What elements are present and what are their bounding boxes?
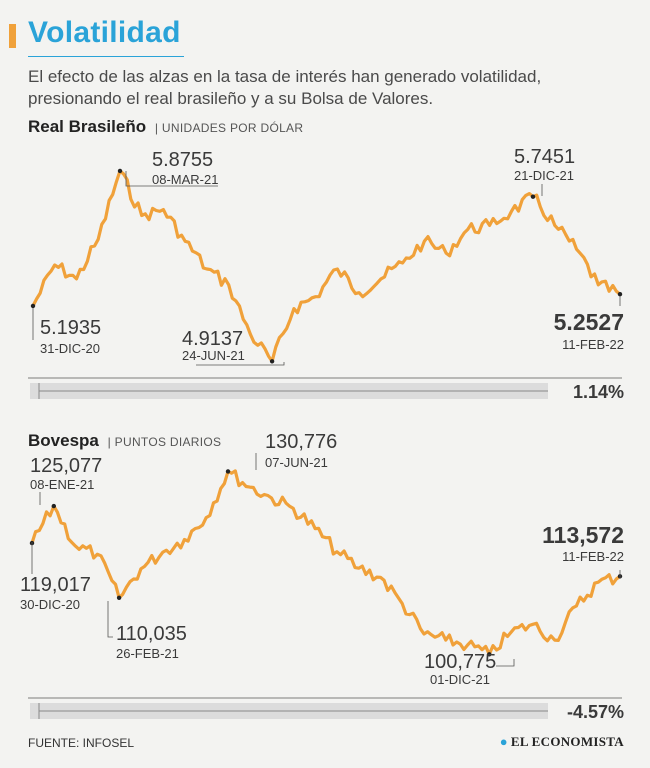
real-point-marker xyxy=(530,194,536,199)
bovespa-annotation-value: 119,017 xyxy=(20,574,91,596)
brand-name: EL ECONOMISTA xyxy=(510,734,624,749)
page-title: Volatilidad xyxy=(28,16,181,49)
real-annotation-date: 21-DIC-21 xyxy=(514,168,574,183)
bovespa-annotation-value: 100,775 xyxy=(424,651,496,673)
bovespa-point-marker xyxy=(116,595,122,600)
bovespa-change-value: -4.57% xyxy=(567,702,624,722)
bovespa-annotation-value: 113,572 xyxy=(542,522,624,548)
real-series-line xyxy=(31,169,622,363)
real-annotation-date: 11-FEB-22 xyxy=(562,337,624,352)
page-subtitle: El efecto de las alzas en la tasa de int… xyxy=(28,67,542,108)
bovespa-point-marker xyxy=(51,503,56,509)
real-chart-title: Real Brasileño xyxy=(28,117,147,136)
bovespa-series-line xyxy=(30,469,622,656)
bovespa-chart-title: Bovespa xyxy=(28,431,99,450)
real-chart-unit: | UNIDADES POR DÓLAR xyxy=(154,121,304,135)
bovespa-point-marker xyxy=(225,469,231,474)
bovespa-section-heading: Bovespa | PUNTOS DIARIOS xyxy=(28,431,221,451)
brand-dot-icon: ● xyxy=(499,734,508,749)
bovespa-annotation-leader xyxy=(496,659,515,667)
real-point-marker xyxy=(269,359,275,364)
real-change-value: 1.14% xyxy=(573,382,624,402)
real-annotation-value: 5.8755 xyxy=(152,149,213,171)
real-annotation-value: 5.1935 xyxy=(40,317,101,339)
bovespa-annotation-date: 11-FEB-22 xyxy=(562,549,624,564)
bovespa-chart-unit: | PUNTOS DIARIOS xyxy=(107,435,222,449)
bovespa-annotation-date: 26-FEB-21 xyxy=(116,646,179,661)
real-annotation-date: 31-DIC-20 xyxy=(40,341,100,356)
bovespa-annotation-date: 08-ENE-21 xyxy=(30,477,94,492)
real-annotation-value: 5.7451 xyxy=(514,146,575,168)
real-unit-text: UNIDADES POR DÓLAR xyxy=(161,121,304,135)
bovespa-annotation-leader xyxy=(107,601,113,638)
real-annotation-value: 4.9137 xyxy=(182,328,243,350)
real-annotation-date: 08-MAR-21 xyxy=(152,172,218,187)
source-note: FUENTE: INFOSEL xyxy=(28,736,135,750)
real-annotation-leader xyxy=(196,362,285,366)
title-underline xyxy=(28,56,184,57)
brand-logo: ● EL ECONOMISTA xyxy=(500,734,624,750)
real-point-marker xyxy=(617,292,623,297)
real-annotation-value: 5.2527 xyxy=(554,309,624,335)
bovespa-annotation-date: 30-DIC-20 xyxy=(20,597,80,612)
bovespa-unit-text: PUNTOS DIARIOS xyxy=(114,435,222,449)
title-accent-bar xyxy=(9,24,16,48)
real-point-marker xyxy=(30,303,36,309)
bovespa-annotation-value: 130,776 xyxy=(265,431,337,453)
real-annotation-leader xyxy=(125,171,218,187)
bovespa-point-marker xyxy=(487,652,492,657)
real-annotation-date: 24-JUN-21 xyxy=(182,348,245,363)
bovespa-annotation-value: 125,077 xyxy=(30,455,102,477)
bovespa-annotation-value: 110,035 xyxy=(116,623,187,645)
bovespa-annotation-date: 01-DIC-21 xyxy=(430,672,490,687)
bovespa-annotation-date: 07-JUN-21 xyxy=(265,455,328,470)
real-section-heading: Real Brasileño | UNIDADES POR DÓLAR xyxy=(28,117,303,137)
real-point-marker xyxy=(117,168,123,174)
